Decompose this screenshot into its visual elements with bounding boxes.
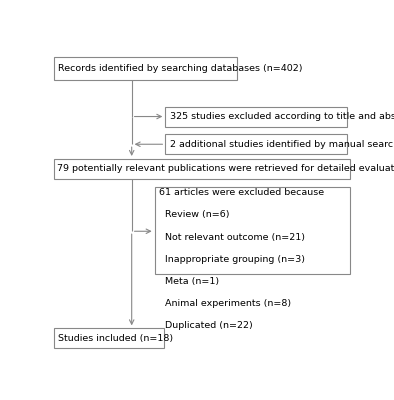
- FancyBboxPatch shape: [165, 134, 347, 154]
- Text: 2 additional studies identified by manual search: 2 additional studies identified by manua…: [170, 140, 394, 149]
- FancyBboxPatch shape: [54, 328, 164, 348]
- Text: 61 articles were excluded because

  Review (n=6)

  Not relevant outcome (n=21): 61 articles were excluded because Review…: [159, 188, 324, 330]
- Text: Records identified by searching databases (n=402): Records identified by searching database…: [58, 64, 303, 73]
- Text: 79 potentially relevant publications were retrieved for detailed evaluation: 79 potentially relevant publications wer…: [57, 164, 394, 173]
- FancyBboxPatch shape: [54, 159, 350, 179]
- Text: Studies included (n=18): Studies included (n=18): [58, 334, 173, 343]
- FancyBboxPatch shape: [154, 186, 350, 274]
- FancyBboxPatch shape: [165, 106, 347, 126]
- Text: 325 studies excluded according to title and abstract: 325 studies excluded according to title …: [170, 112, 394, 121]
- FancyBboxPatch shape: [54, 57, 237, 80]
